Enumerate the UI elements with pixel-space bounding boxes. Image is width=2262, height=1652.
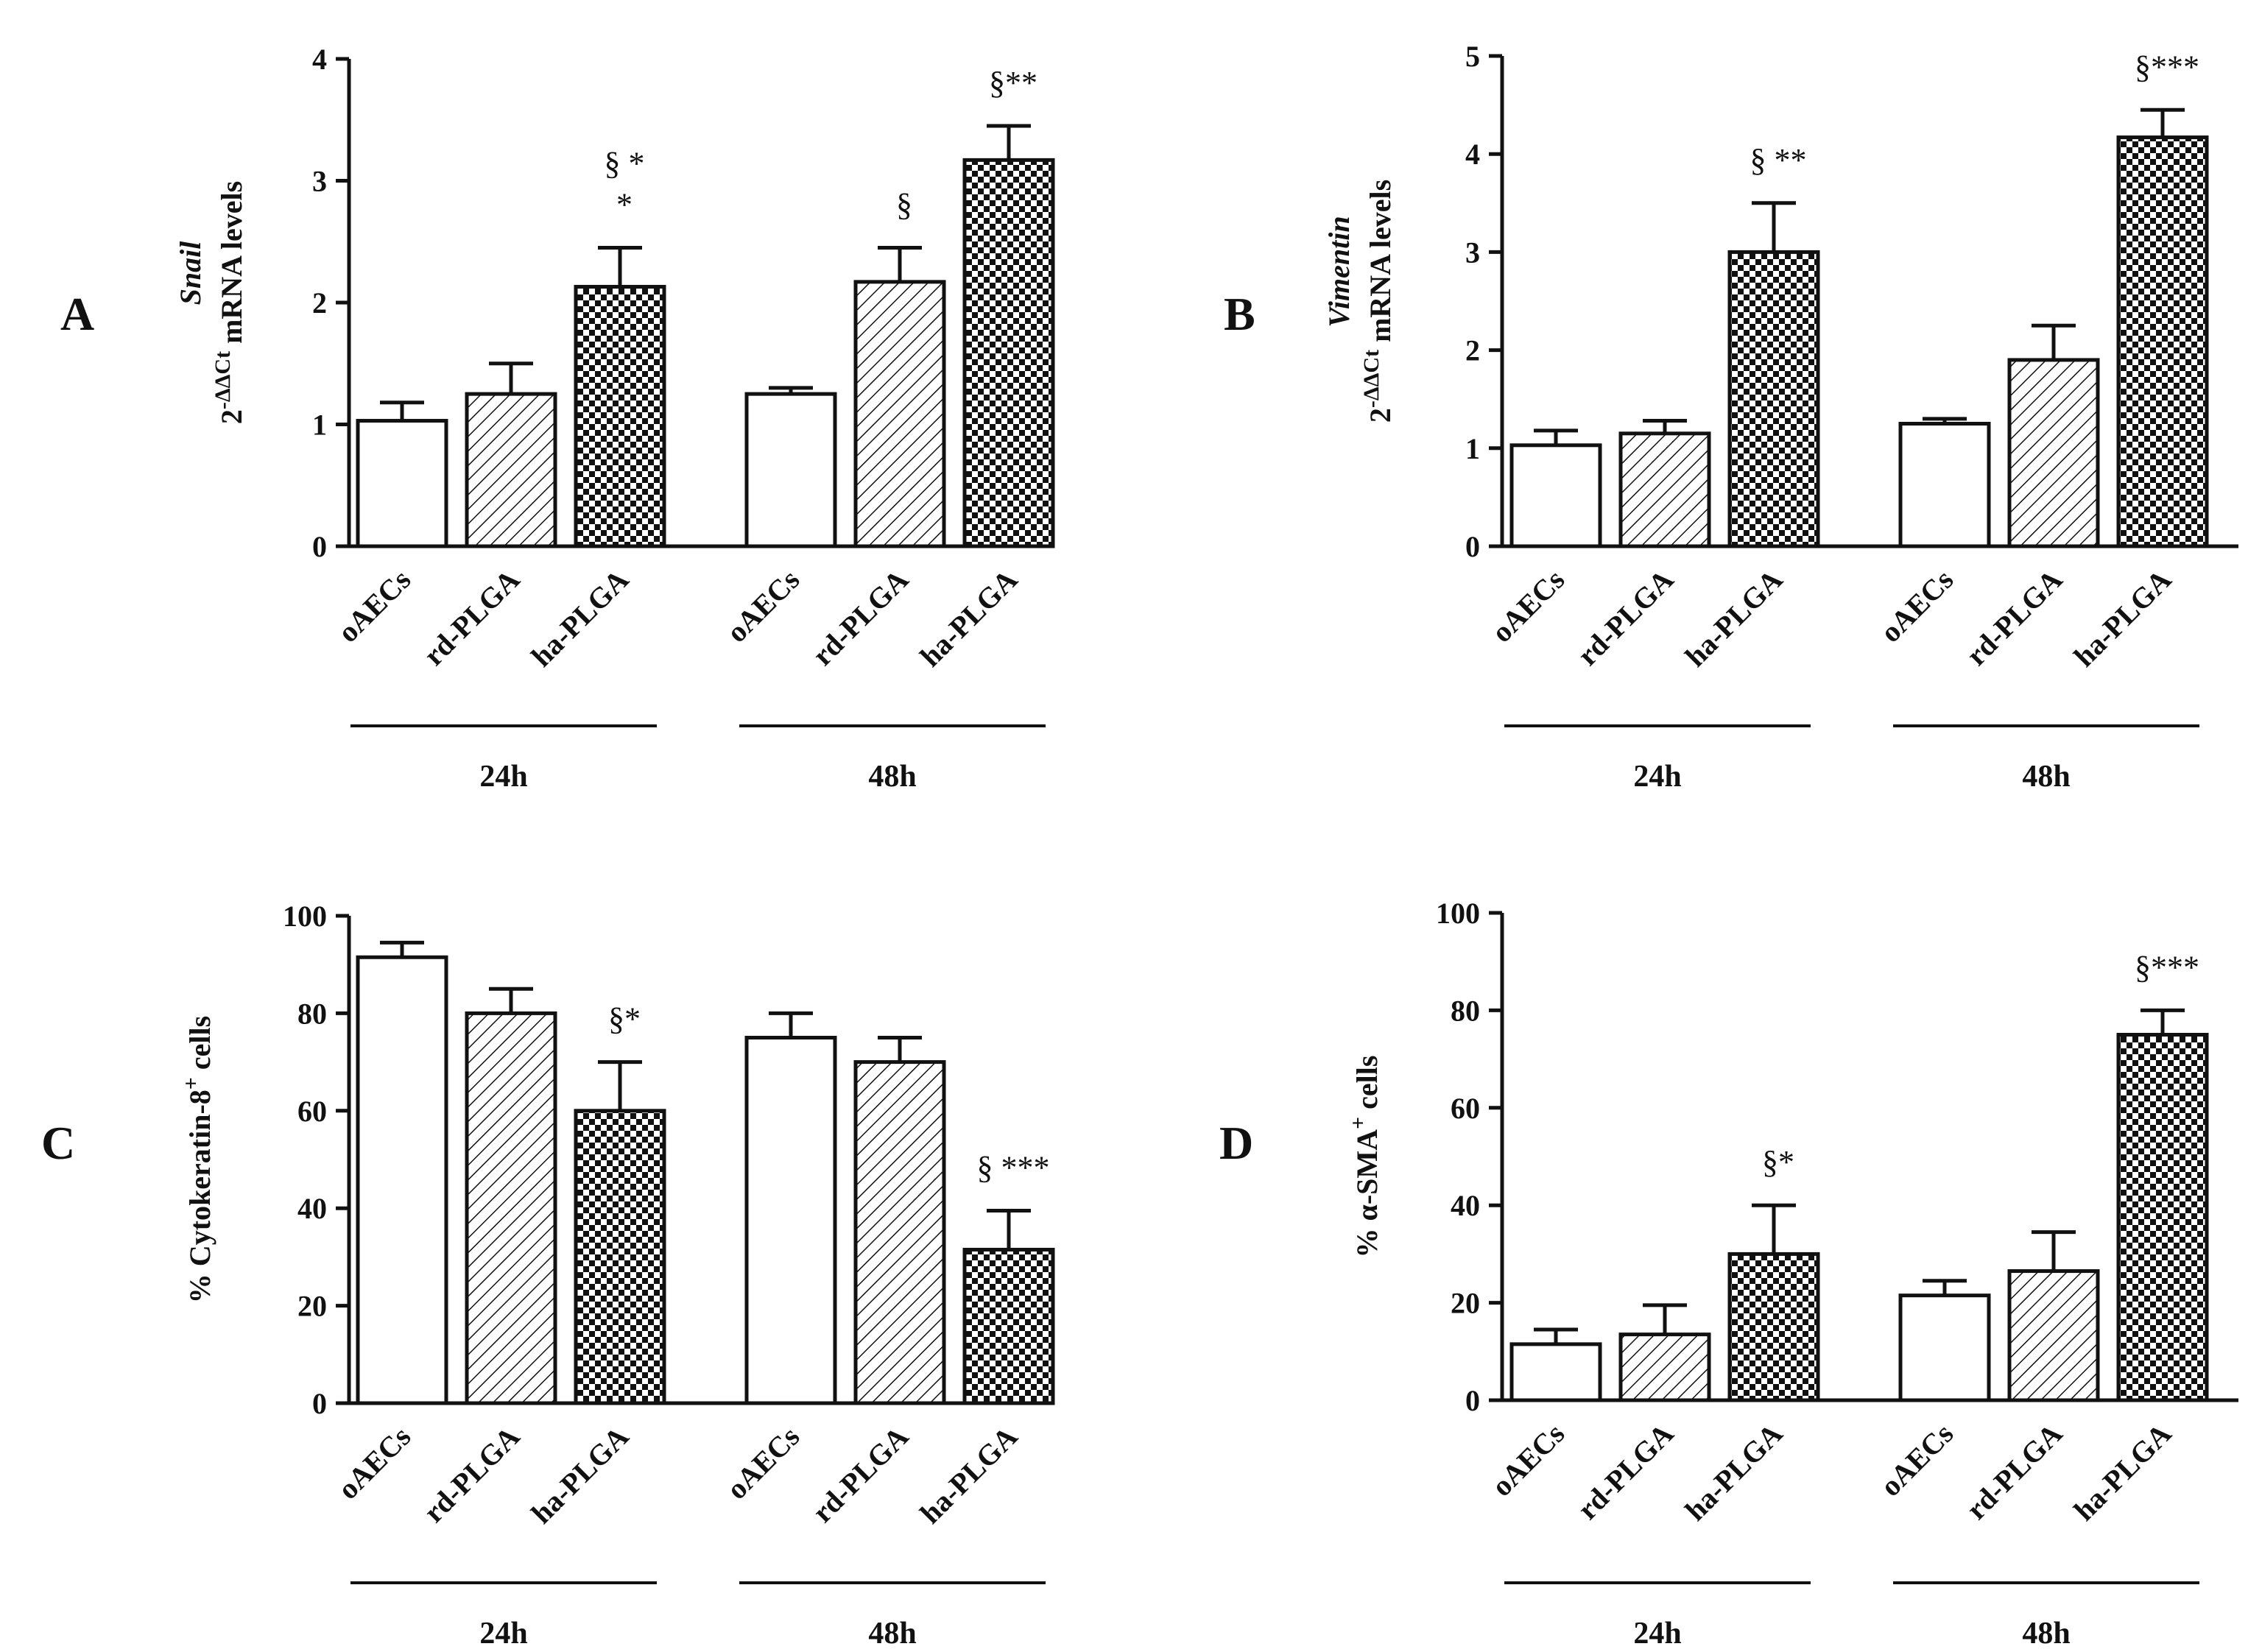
y-tick-label: 60 bbox=[297, 1095, 327, 1128]
bar-ha-plga-24h bbox=[1727, 1252, 1820, 1402]
group-label-48h: 48h bbox=[868, 1617, 916, 1651]
y-axis-label-sup: + bbox=[1346, 1117, 1370, 1129]
significance-label: § * bbox=[605, 146, 645, 182]
y-axis-label-base: 2 bbox=[215, 409, 248, 424]
significance-label: §* bbox=[608, 1001, 641, 1037]
y-tick-label: 0 bbox=[1465, 530, 1480, 563]
y-axis-label: % α-SMA+ cells bbox=[1346, 1056, 1384, 1258]
bar-rd-plga-24h bbox=[1618, 1332, 1711, 1402]
y-axis-label-text: mRNA levels bbox=[215, 181, 248, 351]
bar-ha-plga-48h bbox=[962, 1247, 1055, 1405]
significance-label: §*** bbox=[2135, 49, 2199, 85]
y-tick-label: 40 bbox=[297, 1192, 327, 1225]
bar-oaecs-48h bbox=[744, 1036, 837, 1405]
y-tick-label: 3 bbox=[1465, 236, 1480, 269]
bar-rd-plga-48h bbox=[853, 1060, 946, 1405]
bar-rd-plga-24h bbox=[465, 1011, 557, 1405]
y-tick-label: 2 bbox=[1465, 334, 1480, 367]
y-tick-label: 4 bbox=[1465, 138, 1480, 171]
y-axis-label-base: % Cytokeratin-8 bbox=[183, 1090, 216, 1303]
bar-rd-plga-48h bbox=[853, 280, 946, 548]
y-axis-label-sup: + bbox=[179, 1077, 203, 1090]
bar-oaecs-24h bbox=[1509, 443, 1602, 548]
significance-label: § ** bbox=[1750, 142, 1807, 178]
y-tick-label: 5 bbox=[1465, 40, 1480, 73]
y-axis-label: % Cytokeratin-8+ cells bbox=[179, 1016, 217, 1303]
y-tick-label: 100 bbox=[283, 900, 327, 933]
significance-label: * bbox=[616, 187, 633, 223]
y-axis-label-sup: -ΔΔCt bbox=[1359, 350, 1384, 408]
bar-ha-plga-48h bbox=[2116, 1033, 2209, 1402]
y-tick-label: 20 bbox=[297, 1290, 327, 1323]
y-axis-label-tail: cells bbox=[1350, 1056, 1384, 1117]
y-axis-label: 2-ΔΔCt mRNA levels bbox=[1359, 180, 1398, 423]
bar-rd-plga-24h bbox=[465, 392, 557, 548]
bar-ha-plga-24h bbox=[574, 284, 666, 548]
group-label-24h: 24h bbox=[1633, 760, 1681, 794]
panel-label: D bbox=[1219, 1117, 1253, 1169]
significance-label: § *** bbox=[977, 1150, 1050, 1186]
group-label-24h: 24h bbox=[1633, 1617, 1681, 1651]
y-tick-label: 100 bbox=[1436, 897, 1480, 930]
y-tick-label: 80 bbox=[297, 997, 327, 1030]
group-label-24h: 24h bbox=[479, 760, 527, 794]
y-axis-label-base: 2 bbox=[1364, 408, 1397, 423]
significance-label: § bbox=[896, 187, 912, 223]
group-label-48h: 48h bbox=[868, 760, 916, 794]
group-label-48h: 48h bbox=[2022, 760, 2070, 794]
group-label-48h: 48h bbox=[2022, 1617, 2070, 1651]
y-tick-label: 0 bbox=[312, 530, 327, 563]
bar-ha-plga-48h bbox=[962, 158, 1055, 548]
y-axis-gene-label: Vimentin bbox=[1322, 216, 1356, 327]
y-tick-label: 20 bbox=[1451, 1287, 1480, 1320]
bar-rd-plga-48h bbox=[2007, 1269, 2100, 1402]
panel-label: A bbox=[60, 288, 94, 340]
bar-ha-plga-24h bbox=[1727, 250, 1820, 548]
bar-oaecs-48h bbox=[1898, 422, 1991, 548]
bar-ha-plga-48h bbox=[2116, 135, 2209, 548]
y-tick-label: 80 bbox=[1451, 994, 1480, 1027]
y-axis-label-sup: -ΔΔCt bbox=[211, 351, 235, 409]
y-axis-label: 2-ΔΔCt mRNA levels bbox=[211, 181, 249, 424]
y-axis-gene-label: Snail bbox=[174, 241, 207, 306]
bar-oaecs-24h bbox=[356, 955, 448, 1405]
y-tick-label: 2 bbox=[312, 286, 327, 320]
y-tick-label: 4 bbox=[312, 43, 327, 76]
y-axis-label-text: mRNA levels bbox=[1364, 180, 1397, 350]
panel-label: B bbox=[1224, 288, 1255, 340]
bar-rd-plga-24h bbox=[1618, 431, 1711, 548]
y-tick-label: 3 bbox=[312, 165, 327, 198]
y-tick-label: 0 bbox=[1465, 1384, 1480, 1417]
bar-oaecs-24h bbox=[1509, 1342, 1602, 1402]
bar-oaecs-48h bbox=[744, 392, 837, 548]
y-tick-label: 1 bbox=[312, 409, 327, 442]
bar-oaecs-24h bbox=[356, 419, 448, 548]
y-axis-label-base: % α-SMA bbox=[1350, 1129, 1384, 1258]
y-tick-label: 1 bbox=[1465, 432, 1480, 465]
y-axis-label-tail: cells bbox=[183, 1016, 216, 1077]
significance-label: §*** bbox=[2135, 949, 2199, 985]
y-tick-label: 40 bbox=[1451, 1189, 1480, 1222]
significance-label: §* bbox=[1762, 1144, 1794, 1180]
panel-label: C bbox=[41, 1117, 75, 1169]
bar-oaecs-48h bbox=[1898, 1293, 1991, 1402]
y-tick-label: 0 bbox=[312, 1387, 327, 1420]
y-tick-label: 60 bbox=[1451, 1092, 1480, 1125]
significance-label: §** bbox=[989, 65, 1037, 101]
group-label-24h: 24h bbox=[479, 1617, 527, 1651]
bar-rd-plga-48h bbox=[2007, 358, 2100, 548]
bar-ha-plga-24h bbox=[574, 1109, 666, 1405]
